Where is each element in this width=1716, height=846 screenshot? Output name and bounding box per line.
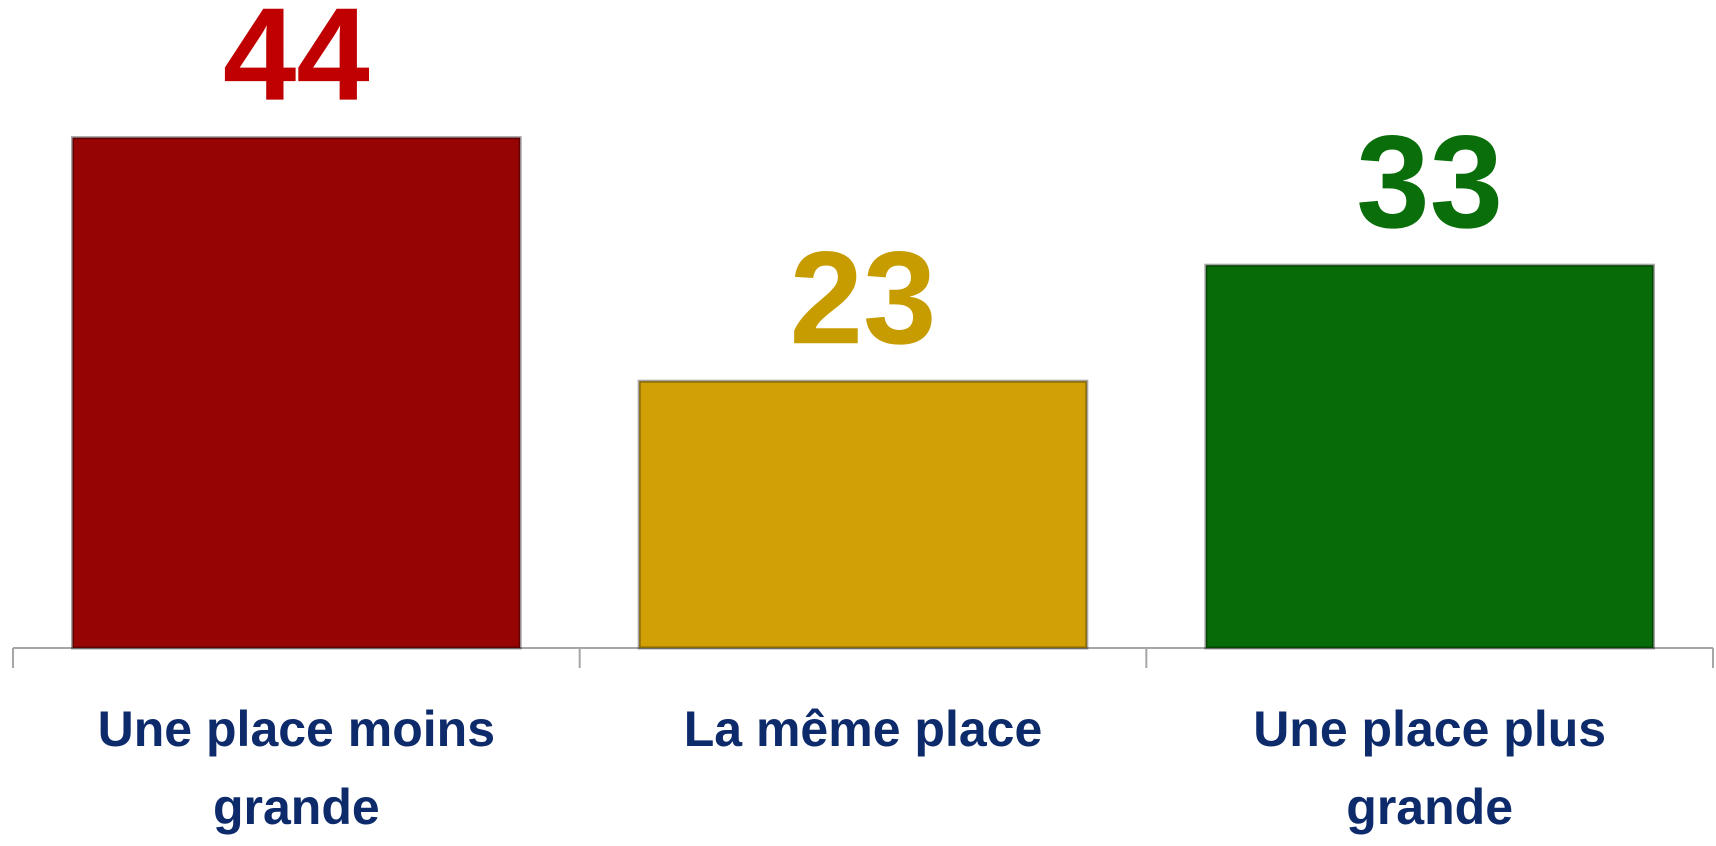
value-label: 33 xyxy=(1356,108,1503,255)
x-tick-label: Une place moins grande xyxy=(97,701,495,835)
value-label: 23 xyxy=(790,224,937,371)
bar xyxy=(637,379,1089,650)
value-label: 44 xyxy=(223,0,370,128)
x-tick-label: La même place xyxy=(683,701,1043,757)
bar xyxy=(71,136,522,650)
bar xyxy=(1204,263,1656,650)
x-tick-label: Une place plus grande xyxy=(1253,701,1607,835)
